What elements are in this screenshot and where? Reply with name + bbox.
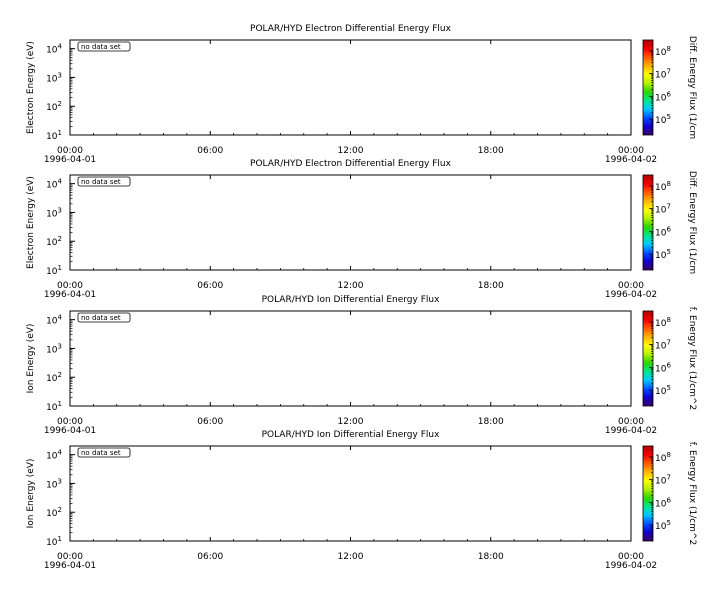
x-tick-label: 06:00: [197, 146, 223, 156]
colorbar-tick-label: 107: [655, 339, 671, 352]
colorbar-tick-label: 106: [655, 90, 671, 103]
y-axis-label: Electron Energy (eV): [26, 41, 36, 134]
plot-area: [69, 310, 632, 407]
colorbar: [642, 310, 654, 407]
colorbar: [642, 39, 654, 136]
no-data-label: no data set: [77, 312, 131, 323]
x-tick-label: 18:00: [478, 146, 504, 156]
spectrogram-panel: POLAR/HYD Electron Differential Energy F…: [26, 24, 697, 165]
colorbar-tick-label: 108: [655, 180, 671, 193]
plot-area: [69, 174, 632, 271]
y-axis-label: Ion Energy (eV): [26, 324, 36, 394]
colorbar-tick-label: 108: [655, 316, 671, 329]
no-data-text: no data set: [81, 43, 121, 51]
x-date-end: 1996-04-02: [605, 290, 657, 300]
x-date-end: 1996-04-02: [605, 155, 657, 165]
y-axis-label: Ion Energy (eV): [26, 459, 36, 529]
x-tick-label: 12:00: [338, 146, 364, 156]
x-tick-label: 18:00: [478, 281, 504, 291]
x-date-start: 1996-04-01: [44, 155, 96, 165]
x-tick-label: 00:00: [618, 552, 644, 562]
y-tick-label: 102: [46, 371, 62, 384]
y-tick-label: 104: [46, 43, 62, 56]
y-tick-label: 103: [46, 206, 62, 219]
panel-title: POLAR/HYD Ion Differential Energy Flux: [262, 295, 441, 305]
panel-title: POLAR/HYD Ion Differential Energy Flux: [262, 430, 441, 440]
colorbar: [642, 445, 654, 542]
colorbar-tick-label: 107: [655, 203, 671, 216]
y-tick-label: 103: [46, 342, 62, 355]
y-tick-label: 102: [46, 235, 62, 248]
colorbar-tick-label: 107: [655, 474, 671, 487]
y-tick-label: 104: [46, 178, 62, 191]
y-tick-label: 104: [46, 449, 62, 462]
no-data-label: no data set: [77, 447, 131, 458]
colorbar-tick-label: 106: [655, 496, 671, 509]
plot-area: [69, 445, 632, 542]
x-tick-label: 00:00: [618, 146, 644, 156]
x-tick-label: 00:00: [57, 552, 83, 562]
panel-title: POLAR/HYD Electron Differential Energy F…: [250, 159, 452, 169]
no-data-label: no data set: [77, 41, 131, 52]
y-tick-label: 102: [46, 506, 62, 519]
y-axis-label: Electron Energy (eV): [26, 176, 36, 269]
no-data-text: no data set: [81, 178, 121, 186]
y-tick-label: 104: [46, 314, 62, 327]
colorbar-tick-label: 105: [655, 384, 671, 397]
no-data-text: no data set: [81, 449, 121, 457]
colorbar-tick-label: 105: [655, 248, 671, 261]
x-tick-label: 00:00: [57, 146, 83, 156]
y-tick-label: 103: [46, 71, 62, 84]
colorbar-label: Diff. Energy Flux (1/cm: [687, 36, 697, 139]
x-tick-label: 06:00: [197, 552, 223, 562]
spectrogram-panel: POLAR/HYD Ion Differential Energy Flux no…: [26, 430, 697, 571]
x-tick-label: 00:00: [618, 281, 644, 291]
x-date-start: 1996-04-01: [44, 426, 96, 436]
x-tick-label: 00:00: [57, 417, 83, 427]
colorbar-tick-label: 105: [655, 519, 671, 532]
x-tick-label: 06:00: [197, 417, 223, 427]
x-tick-label: 12:00: [338, 281, 364, 291]
colorbar-tick-label: 106: [655, 361, 671, 374]
y-tick-label: 101: [46, 264, 62, 277]
plot-area: [69, 39, 632, 136]
colorbar-tick-label: 108: [655, 451, 671, 464]
x-tick-label: 06:00: [197, 281, 223, 291]
y-tick-label: 102: [46, 100, 62, 113]
y-tick-label: 101: [46, 535, 62, 548]
y-tick-label: 103: [46, 477, 62, 490]
no-data-label: no data set: [77, 176, 131, 187]
spectrogram-panel: POLAR/HYD Ion Differential Energy Flux no…: [26, 295, 697, 436]
x-tick-label: 18:00: [478, 417, 504, 427]
x-tick-label: 00:00: [618, 417, 644, 427]
x-tick-label: 00:00: [57, 281, 83, 291]
colorbar-label: f. Energy Flux (1/cm^2: [687, 442, 697, 545]
colorbar-label: f. Energy Flux (1/cm^2: [687, 307, 697, 410]
x-date-end: 1996-04-02: [605, 561, 657, 571]
x-tick-label: 18:00: [478, 552, 504, 562]
colorbar-tick-label: 107: [655, 68, 671, 81]
colorbar-tick-label: 106: [655, 225, 671, 238]
y-tick-label: 101: [46, 400, 62, 413]
spectrogram-panel: POLAR/HYD Electron Differential Energy F…: [26, 159, 697, 300]
colorbar-tick-label: 108: [655, 45, 671, 58]
x-date-start: 1996-04-01: [44, 561, 96, 571]
x-date-end: 1996-04-02: [605, 426, 657, 436]
colorbar-tick-label: 105: [655, 113, 671, 126]
colorbar-label: Diff. Energy Flux (1/cm: [687, 171, 697, 274]
colorbar: [642, 174, 654, 271]
panel-title: POLAR/HYD Electron Differential Energy F…: [250, 24, 452, 34]
x-tick-label: 12:00: [338, 552, 364, 562]
no-data-text: no data set: [81, 314, 121, 322]
x-tick-label: 12:00: [338, 417, 364, 427]
x-date-start: 1996-04-01: [44, 290, 96, 300]
y-tick-label: 101: [46, 129, 62, 142]
